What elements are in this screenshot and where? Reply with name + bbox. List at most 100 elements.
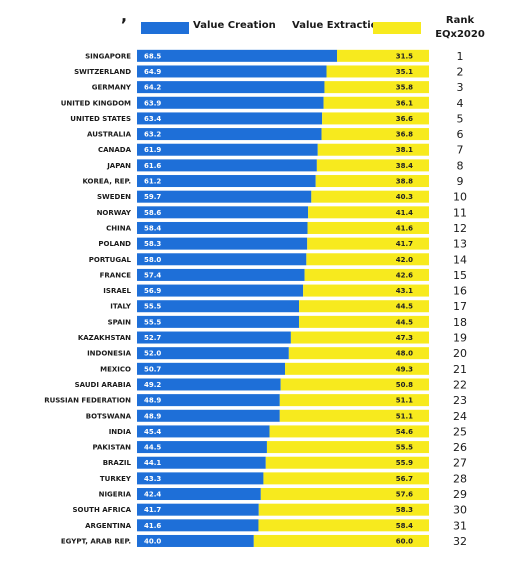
bar-value-creation [137,456,266,469]
category-label: ISRAEL [103,287,131,295]
bar-value-extraction [323,96,429,109]
bar-value-creation [137,49,338,62]
bar-value-extraction [321,128,429,141]
rank-value: 20 [453,347,467,360]
bar-value-extraction [260,488,429,501]
data-label-creation: 45.4 [144,428,161,436]
data-label-creation: 42.4 [144,491,161,499]
category-label: PORTUGAL [89,256,132,264]
data-label-creation: 57.4 [144,271,161,279]
data-label-creation: 52.7 [144,334,161,342]
bar-value-extraction [306,253,429,266]
stray-mark: , [121,6,128,25]
data-label-extraction: 44.5 [396,318,413,326]
rank-value: 28 [453,472,467,485]
data-label-creation: 63.2 [144,131,161,139]
category-label: ARGENTINA [85,522,131,530]
data-label-extraction: 41.6 [396,224,413,232]
legend-swatch-creation [141,22,189,34]
bar-value-creation [137,112,323,125]
rank-value: 14 [453,253,467,266]
data-label-extraction: 42.0 [396,256,413,264]
data-label-extraction: 38.4 [396,162,413,170]
data-label-creation: 64.9 [144,68,161,76]
data-label-extraction: 51.1 [396,412,413,420]
category-label: POLAND [98,240,131,248]
data-label-extraction: 43.1 [396,287,413,295]
rank-value: 29 [453,488,467,501]
bar-value-creation [137,315,300,328]
rank-value: 27 [453,457,467,470]
rank-value: 11 [453,206,467,219]
bar-value-creation [137,488,261,501]
data-label-creation: 43.3 [144,475,161,483]
category-label: BOTSWANA [86,412,132,420]
bar-value-extraction [337,49,429,62]
legend-swatch-extraction [373,22,421,34]
bar-value-extraction [285,362,429,375]
bar-value-creation [137,159,317,172]
bar-value-creation [137,128,322,141]
rank-value: 32 [453,535,467,548]
category-label: ITALY [110,303,132,311]
rank-value: 1 [457,50,464,63]
data-label-creation: 48.9 [144,397,161,405]
data-label-extraction: 49.3 [396,365,413,373]
bar-value-extraction [304,268,429,281]
bar-value-extraction [258,503,429,516]
data-label-extraction: 54.6 [396,428,413,436]
data-label-extraction: 41.7 [396,240,413,248]
bar-value-extraction [253,534,429,547]
category-label: SPAIN [108,318,132,326]
data-label-creation: 41.6 [144,522,161,530]
bar-value-extraction [288,347,429,360]
data-label-creation: 68.5 [144,52,161,60]
data-label-extraction: 50.8 [396,381,413,389]
category-label: EGYPT, ARAB REP. [61,537,131,545]
bar-value-extraction [280,378,429,391]
data-label-extraction: 48.0 [396,350,413,358]
bar-value-creation [137,519,259,532]
bar-value-creation [137,284,304,297]
bar-value-extraction [307,221,429,234]
category-label: SWITZERLAND [74,68,131,76]
bar-value-creation [137,253,307,266]
bar-value-extraction [269,425,429,438]
rank-value: 16 [453,285,467,298]
rank-value: 19 [453,332,467,345]
rank-value: 6 [457,128,464,141]
bar-value-creation [137,472,264,485]
data-label-extraction: 58.4 [396,522,413,530]
bar-value-creation [137,190,312,203]
data-label-creation: 40.0 [144,537,161,545]
data-label-extraction: 41.4 [396,209,413,217]
bar-value-creation [137,394,280,407]
bar-value-extraction [311,190,429,203]
legend-label-creation: Value Creation [193,20,276,31]
rank-header-line2: EQx2020 [435,29,485,40]
category-label: GERMANY [92,84,132,92]
bar-value-creation [137,65,327,78]
data-label-extraction: 60.0 [396,537,413,545]
category-label: SINGAPORE [85,52,131,60]
bar-value-extraction [290,331,429,344]
bar-value-creation [137,378,281,391]
data-label-extraction: 38.1 [396,146,413,154]
data-label-extraction: 44.5 [396,303,413,311]
data-label-extraction: 36.8 [396,131,413,139]
legend-label-extraction: Value Extraction [292,20,385,31]
data-label-extraction: 47.3 [396,334,413,342]
data-label-creation: 58.4 [144,224,161,232]
bar-value-extraction [265,456,429,469]
bar-value-extraction [258,519,429,532]
data-label-extraction: 40.3 [396,193,413,201]
category-label: JAPAN [106,162,131,170]
bar-value-creation [137,96,324,109]
bar-value-extraction [324,81,429,94]
data-label-creation: 64.2 [144,84,161,92]
rank-header-line1: Rank [445,15,475,26]
data-label-creation: 58.3 [144,240,161,248]
bar-value-creation [137,175,316,188]
rank-value: 3 [457,81,464,94]
category-label: RUSSIAN FEDERATION [44,397,131,405]
